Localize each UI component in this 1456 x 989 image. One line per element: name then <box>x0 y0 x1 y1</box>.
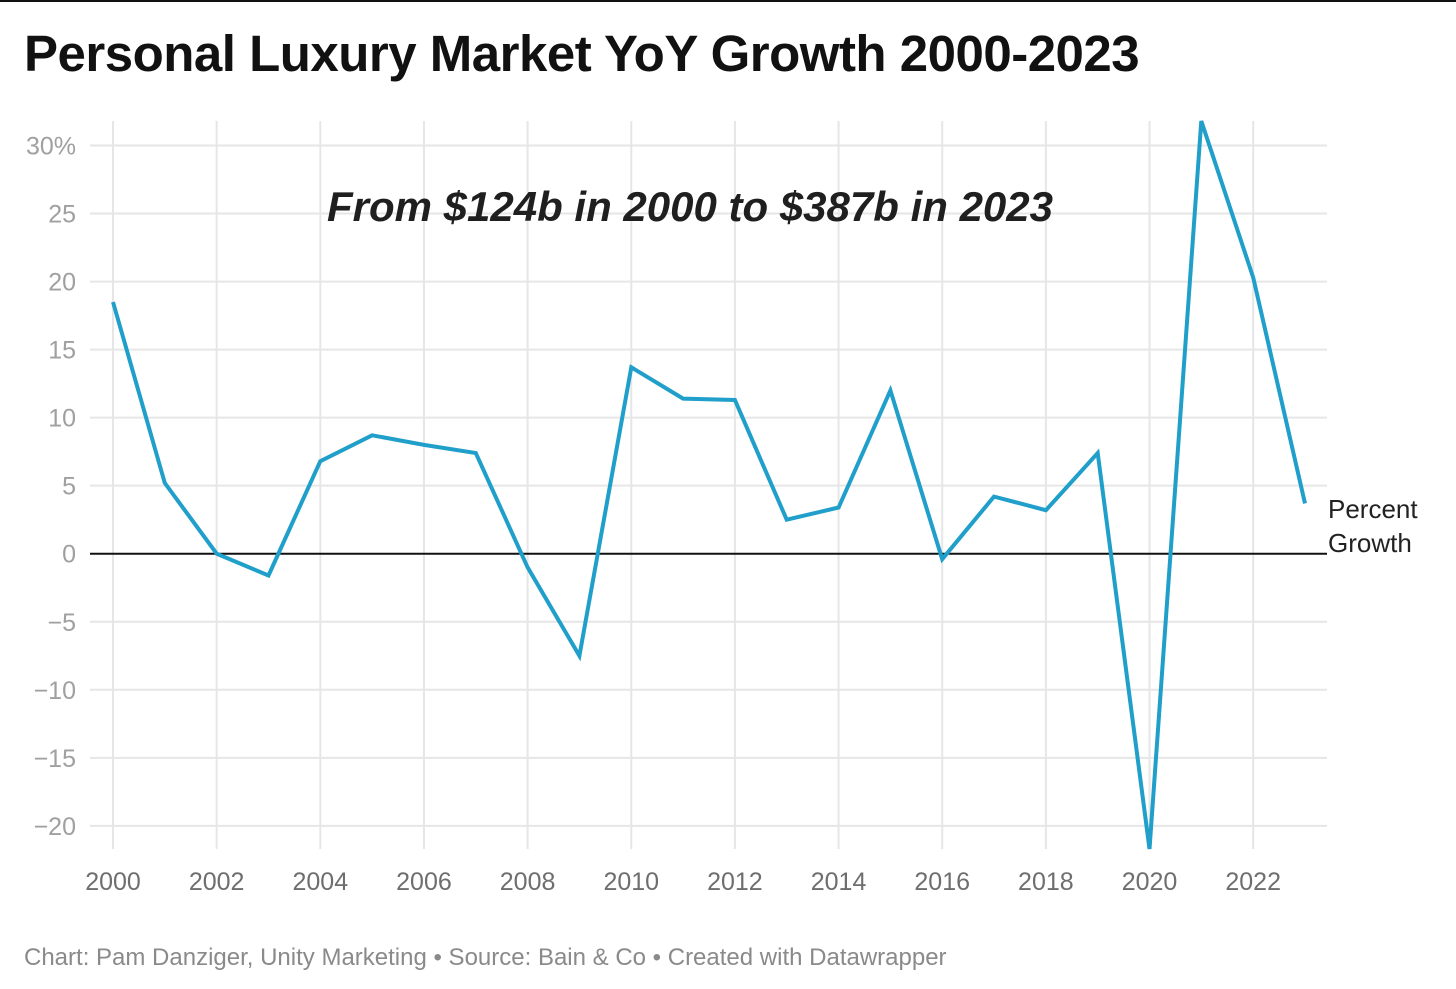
y-gridlines <box>90 144 1327 827</box>
y-tick-label-25: 25 <box>48 201 76 229</box>
chart-annotation: From $124b in 2000 to $387b in 2023 <box>327 183 1053 230</box>
y-tick-label-30: 30% <box>26 132 76 160</box>
x-tick-label-2010: 2010 <box>603 868 659 896</box>
y-tick-label-5: 5 <box>62 473 76 501</box>
y-tick-label--20: −20 <box>34 813 76 841</box>
x-tick-label-2008: 2008 <box>500 868 556 896</box>
series-label-line-2: Growth <box>1328 528 1412 558</box>
chart-title: Personal Luxury Market YoY Growth 2000-2… <box>24 25 1140 82</box>
x-tick-labels: 2000 2002 2004 2006 2008 2010 2012 2014 2016 2018… <box>85 868 1281 896</box>
y-tick-label-20: 20 <box>48 269 76 297</box>
y-tick-label--5: −5 <box>47 609 76 637</box>
y-tick-label--15: −15 <box>34 745 76 773</box>
x-tick-label-2014: 2014 <box>811 868 867 896</box>
x-tick-label-2022: 2022 <box>1225 868 1281 896</box>
y-tick-label-10: 10 <box>48 405 76 433</box>
x-tick-label-2020: 2020 <box>1122 868 1178 896</box>
y-tick-label-0: 0 <box>62 541 76 569</box>
x-tick-label-2018: 2018 <box>1018 868 1074 896</box>
chart-footer: Chart: Pam Danziger, Unity Marketing • S… <box>24 944 947 971</box>
y-tick-label-15: 15 <box>48 337 76 365</box>
y-tick-label--10: −10 <box>34 677 76 705</box>
x-tick-label-2000: 2000 <box>85 868 141 896</box>
top-rule <box>0 0 1456 2</box>
x-tick-label-2004: 2004 <box>292 868 348 896</box>
x-tick-label-2006: 2006 <box>396 868 452 896</box>
series-label: Percent Growth <box>1328 494 1425 558</box>
y-tick-labels: 30% 25 20 15 10 5 0 −5 −10 −15 −20 <box>26 132 76 840</box>
x-tick-label-2002: 2002 <box>189 868 245 896</box>
series-label-line-1: Percent <box>1328 494 1418 524</box>
series-line-0 <box>111 120 1307 850</box>
x-tick-label-2016: 2016 <box>914 868 970 896</box>
series-layer <box>111 120 1307 850</box>
x-tick-label-2012: 2012 <box>707 868 763 896</box>
